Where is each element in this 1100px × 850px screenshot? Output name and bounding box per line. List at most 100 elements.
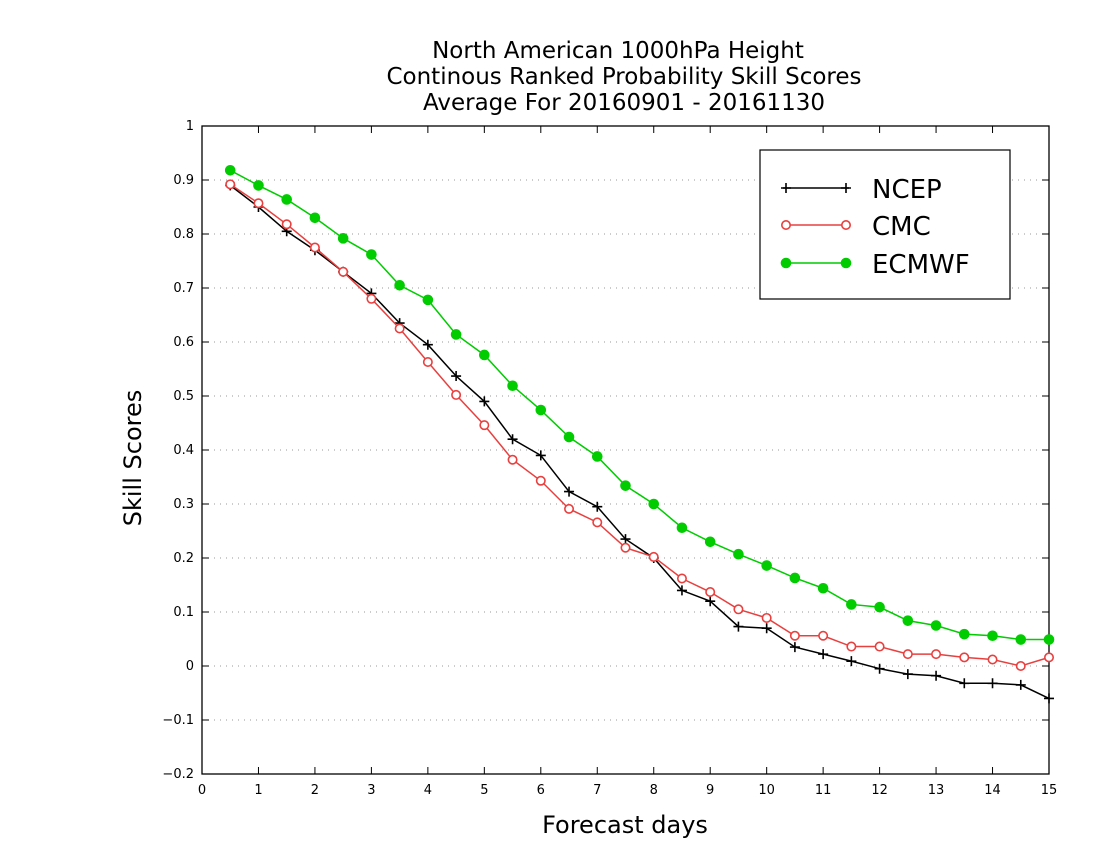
x-tick-label: 14 <box>984 783 1001 798</box>
series-layer <box>224 164 1055 704</box>
data-point-ecmwf <box>789 572 801 584</box>
data-point-cmc <box>309 242 320 253</box>
data-point-cmc <box>507 454 518 465</box>
data-point-ecmwf <box>281 194 293 205</box>
x-tick-label: 8 <box>650 783 658 798</box>
data-point-ecmwf <box>337 233 349 244</box>
data-point-ncep <box>592 501 603 512</box>
x-tick-label: 6 <box>537 783 545 798</box>
data-point-cmc <box>874 641 885 652</box>
data-point-ncep <box>422 339 433 350</box>
data-point-ncep <box>874 663 885 674</box>
y-axis-label: Skill Scores <box>119 390 147 527</box>
data-point-ecmwf <box>648 498 660 510</box>
x-tick-label: 4 <box>424 783 432 798</box>
data-point-cmc <box>818 630 829 641</box>
data-point-cmc <box>620 542 631 553</box>
data-point-ncep <box>818 649 829 660</box>
data-point-ecmwf <box>535 404 547 416</box>
data-point-ecmwf <box>902 615 914 626</box>
data-point-cmc <box>225 179 236 190</box>
axis-ticks: −0.2−0.100.10.20.30.40.50.60.70.80.910 1 2… <box>162 119 1057 798</box>
data-point-ecmwf <box>253 180 264 191</box>
x-tick-label: 15 <box>1041 783 1058 798</box>
data-point-ncep <box>479 396 490 407</box>
data-point-cmc <box>281 219 292 230</box>
y-tick-label: −0.1 <box>162 713 194 728</box>
x-tick-label: 7 <box>593 783 601 798</box>
x-tick-label: 11 <box>815 783 832 798</box>
legend-label-ecmwf: ECMWF <box>872 250 970 280</box>
data-point-cmc <box>451 389 462 400</box>
data-point-cmc <box>902 649 913 660</box>
y-tick-label: −0.2 <box>162 767 194 782</box>
data-point-ncep <box>564 486 575 497</box>
data-point-ecmwf <box>733 548 744 560</box>
data-point-ncep <box>902 669 913 680</box>
data-point-cmc <box>959 652 970 663</box>
data-point-ecmwf <box>479 349 490 361</box>
x-axis-label: Forecast days <box>542 811 708 839</box>
data-point-cmc <box>535 475 546 486</box>
data-point-ecmwf <box>422 294 434 306</box>
data-point-ecmwf <box>987 630 998 642</box>
legend-marker-ecmwf <box>780 257 792 269</box>
x-tick-label: 3 <box>367 783 375 798</box>
data-point-cmc <box>705 587 716 598</box>
legend-label-ncep: NCEP <box>872 175 942 205</box>
data-point-ecmwf <box>366 249 377 260</box>
data-point-ecmwf <box>507 380 518 392</box>
legend: NCEP CMC ECMWF <box>759 149 1011 300</box>
x-tick-label: 0 <box>198 783 206 798</box>
series-cmc <box>225 179 1055 671</box>
data-point-ecmwf <box>620 480 631 491</box>
data-point-ecmwf <box>450 329 462 340</box>
legend-entry-ncep: NCEP <box>781 175 942 205</box>
x-tick-label: 13 <box>928 783 945 798</box>
data-point-cmc <box>846 641 857 652</box>
data-point-cmc <box>592 517 603 528</box>
y-tick-label: 0.1 <box>173 605 194 620</box>
data-point-cmc <box>479 420 490 431</box>
data-point-ecmwf <box>591 451 603 462</box>
y-tick-label: 0.6 <box>173 335 194 350</box>
legend-entry-cmc: CMC <box>780 212 931 242</box>
data-point-cmc <box>733 604 744 615</box>
legend-marker-ecmwf <box>840 257 852 269</box>
data-point-ncep <box>761 623 772 634</box>
data-point-cmc <box>1015 660 1026 671</box>
data-point-ecmwf <box>704 536 716 548</box>
data-point-ecmwf <box>959 628 970 640</box>
legend-label-cmc: CMC <box>872 212 931 242</box>
data-point-cmc <box>394 323 405 334</box>
data-point-cmc <box>931 649 942 660</box>
data-point-cmc <box>789 630 800 641</box>
data-point-ecmwf <box>309 212 321 224</box>
data-point-ecmwf <box>676 522 688 534</box>
data-point-ncep <box>507 434 518 445</box>
data-point-ecmwf <box>394 280 405 291</box>
data-point-ncep <box>987 678 998 689</box>
data-point-cmc <box>761 612 772 623</box>
data-point-ecmwf <box>1043 634 1055 645</box>
data-point-ncep <box>451 371 462 382</box>
y-tick-label: 0.7 <box>173 281 194 296</box>
y-tick-label: 0.8 <box>173 227 194 242</box>
data-point-ecmwf <box>817 582 829 594</box>
data-point-cmc <box>648 551 659 562</box>
data-point-ncep <box>931 670 942 681</box>
data-point-cmc <box>987 654 998 665</box>
chart-title-line-3: Average For 20160901 - 20161130 <box>423 90 825 116</box>
y-tick-label: 0.3 <box>173 497 194 512</box>
data-point-cmc <box>422 356 433 367</box>
x-tick-label: 9 <box>706 783 714 798</box>
data-point-ncep <box>733 621 744 632</box>
data-point-ncep <box>1044 693 1054 704</box>
legend-entries: NCEP CMC ECMWF <box>780 175 970 280</box>
data-point-ncep <box>789 642 800 653</box>
data-point-cmc <box>1044 652 1055 663</box>
x-tick-label: 5 <box>480 783 488 798</box>
legend-entry-ecmwf: ECMWF <box>780 250 970 280</box>
data-point-ecmwf <box>1015 634 1027 645</box>
x-tick-label: 10 <box>758 783 775 798</box>
